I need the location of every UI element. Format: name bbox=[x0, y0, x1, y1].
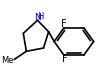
Text: N: N bbox=[34, 13, 41, 21]
Text: F: F bbox=[61, 19, 66, 29]
Text: F: F bbox=[62, 54, 67, 64]
Text: Me: Me bbox=[1, 56, 14, 65]
Text: H: H bbox=[37, 12, 44, 21]
